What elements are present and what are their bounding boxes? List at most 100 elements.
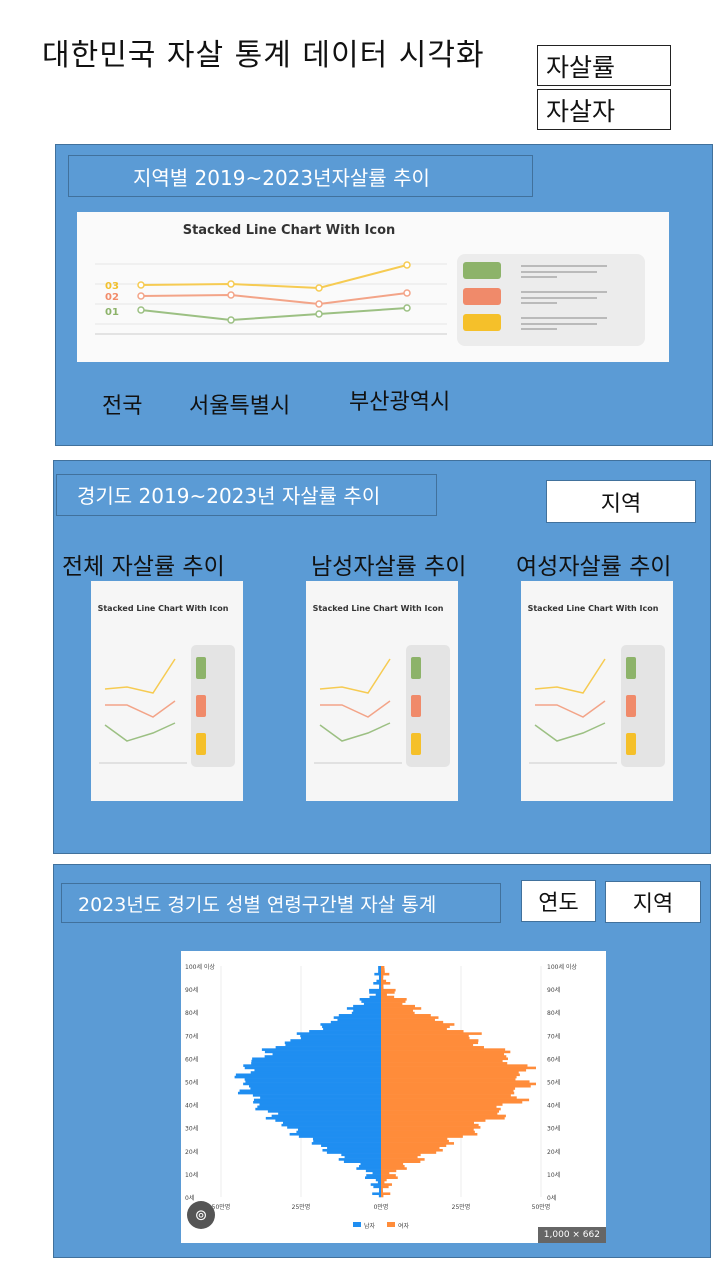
male-bar bbox=[378, 1190, 381, 1193]
male-bar bbox=[290, 1039, 381, 1042]
female-bar bbox=[381, 1123, 479, 1127]
female-bar bbox=[381, 1162, 404, 1166]
female-bar bbox=[381, 1002, 403, 1006]
female-bar bbox=[381, 1009, 414, 1013]
female-bar bbox=[381, 1094, 511, 1097]
region-link-busan[interactable]: 부산광역시 bbox=[349, 390, 451, 415]
female-bar bbox=[381, 975, 384, 978]
female-bar bbox=[381, 1171, 390, 1175]
male-bar bbox=[363, 1002, 381, 1006]
female-bar bbox=[381, 1078, 516, 1081]
line-series-03 bbox=[140, 264, 408, 290]
female-bar bbox=[381, 977, 384, 981]
female-bar bbox=[381, 1137, 448, 1141]
male-bar bbox=[251, 1059, 381, 1063]
male-bar bbox=[298, 1128, 381, 1131]
male-bar bbox=[330, 1020, 381, 1024]
year-select-button[interactable]: 연도 bbox=[521, 880, 596, 922]
male-bar bbox=[250, 1071, 381, 1074]
female-bar bbox=[381, 1036, 470, 1040]
chart-title: Stacked Line Chart With Icon bbox=[183, 223, 396, 238]
total-trend-chart-image[interactable]: Stacked Line Chart With Icon bbox=[91, 581, 243, 801]
female-bar bbox=[381, 1091, 515, 1095]
menu-suicide-rate-button[interactable]: 자살률 bbox=[537, 45, 671, 86]
age-tick-right: 90세 bbox=[547, 986, 560, 994]
legend-icon-yellow bbox=[463, 314, 501, 331]
gyeonggi-region-button[interactable]: 지역 bbox=[546, 480, 696, 523]
male-bar bbox=[253, 1098, 381, 1102]
population-pyramid-image[interactable]: 100세 이상 100세 이상 90세 90세 80세 80세 70세 70세 60세 60세 50… bbox=[181, 951, 606, 1243]
population-pyramid-chart: 100세 이상 100세 이상 90세 90세 80세 80세 70세 70세 60세 60세 50… bbox=[185, 963, 577, 1230]
menu-suicide-count-button[interactable]: 자살자 bbox=[537, 89, 671, 130]
female-bar bbox=[381, 1116, 505, 1120]
female-bar bbox=[381, 1114, 506, 1118]
female-bar bbox=[381, 998, 407, 1001]
legend-female-swatch bbox=[387, 1222, 395, 1227]
male-bar bbox=[375, 993, 381, 997]
series-tag-03: 03 bbox=[105, 281, 119, 292]
male-bar bbox=[372, 1171, 381, 1175]
male-bar bbox=[372, 1192, 381, 1196]
male-bar bbox=[374, 972, 381, 976]
male-bar bbox=[285, 1043, 381, 1047]
x-tick: 25만명 bbox=[292, 1203, 311, 1211]
female-bar bbox=[381, 1167, 407, 1170]
chart-title: Stacked Line Chart With Icon bbox=[528, 604, 659, 613]
lens-search-icon[interactable]: ⊚ bbox=[187, 1201, 215, 1229]
pyramid-region-button[interactable]: 지역 bbox=[605, 881, 701, 923]
male-bar bbox=[313, 1139, 381, 1143]
series-tag-02: 02 bbox=[105, 292, 119, 303]
female-bar bbox=[381, 993, 387, 997]
female-bar bbox=[381, 1132, 478, 1136]
male-bar bbox=[378, 966, 381, 969]
male-bar bbox=[259, 1103, 381, 1106]
male-bar bbox=[260, 1096, 381, 1099]
female-bar bbox=[381, 1151, 437, 1154]
male-bar bbox=[235, 1073, 381, 1077]
male-bar bbox=[379, 1187, 381, 1191]
female-bar bbox=[381, 1178, 387, 1182]
male-trend-chart-image[interactable]: Stacked Line Chart With Icon bbox=[306, 581, 458, 801]
female-bar bbox=[381, 1180, 385, 1184]
male-bar bbox=[378, 977, 381, 981]
female-bar bbox=[381, 1155, 418, 1159]
male-bar bbox=[312, 1137, 381, 1141]
age-tick-left: 90세 bbox=[185, 986, 198, 994]
age-tick-right: 60세 bbox=[547, 1055, 560, 1063]
female-trend-chart-image[interactable]: Stacked Line Chart With Icon bbox=[521, 581, 673, 801]
regional-trend-chart-image[interactable]: Stacked Line Chart With Icon 03 02 01 bbox=[77, 212, 669, 362]
male-bar bbox=[338, 1158, 381, 1161]
male-bar bbox=[251, 1062, 381, 1065]
female-bar bbox=[381, 1046, 484, 1049]
age-tick-right: 40세 bbox=[547, 1102, 560, 1110]
regional-trend-label: 지역별 2019~2023년자살률 추이 bbox=[68, 155, 533, 197]
male-bar bbox=[321, 1144, 381, 1147]
male-bar bbox=[252, 1094, 381, 1097]
male-bar bbox=[323, 1027, 381, 1031]
female-bar bbox=[381, 1174, 396, 1177]
female-bar bbox=[381, 1016, 439, 1019]
female-bar bbox=[381, 1100, 523, 1104]
male-bar bbox=[272, 1052, 381, 1056]
age-tick-left: 60세 bbox=[185, 1055, 198, 1063]
female-bar bbox=[381, 1135, 463, 1138]
male-bar bbox=[252, 1057, 381, 1061]
male-bar bbox=[322, 1025, 381, 1029]
region-link-seoul[interactable]: 서울특별시 bbox=[189, 394, 291, 419]
region-link-nationwide[interactable]: 전국 bbox=[102, 394, 143, 419]
male-bar bbox=[265, 1116, 381, 1120]
legend-female-label: 여자 bbox=[398, 1222, 410, 1230]
age-tick-left: 100세 이상 bbox=[185, 963, 215, 971]
age-tick-right: 70세 bbox=[547, 1032, 560, 1040]
gyeonggi-trend-panel: 경기도 2019~2023년 자살률 추이 지역 전체 자살률 추이 남성자살률… bbox=[53, 460, 711, 854]
stacked-line-chart-small: Stacked Line Chart With Icon bbox=[98, 604, 235, 767]
female-bar bbox=[381, 979, 387, 983]
female-bar bbox=[381, 1030, 464, 1033]
female-bar bbox=[381, 1089, 514, 1093]
female-bar bbox=[381, 1018, 435, 1022]
female-bar bbox=[381, 1190, 384, 1193]
female-bar bbox=[381, 1126, 481, 1129]
male-bar bbox=[243, 1082, 381, 1086]
female-bar bbox=[381, 1084, 531, 1088]
female-bar bbox=[381, 1160, 421, 1163]
